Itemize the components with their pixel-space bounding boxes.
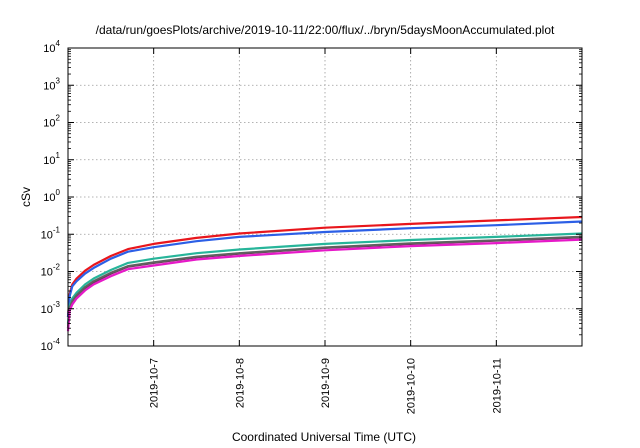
x-tick-label: 2019-10-10 bbox=[406, 358, 418, 414]
svg-text:102: 102 bbox=[43, 114, 60, 130]
y-tick-label: 100 bbox=[43, 188, 60, 204]
y-tick-label: 10-1 bbox=[41, 225, 61, 241]
x-tick-label: 2019-10-7 bbox=[149, 358, 161, 408]
series-line-6 bbox=[66, 238, 583, 332]
x-tick-label: 2019-10-11 bbox=[491, 358, 503, 413]
y-tick-exponent: 2 bbox=[56, 114, 61, 123]
y-tick-label: 10-3 bbox=[41, 300, 61, 316]
y-tick-exponent: 3 bbox=[56, 76, 61, 85]
y-tick-base: 10 bbox=[43, 43, 55, 55]
svg-text:10-1: 10-1 bbox=[41, 225, 61, 241]
y-tick-label: 101 bbox=[43, 151, 60, 167]
x-tick-label: 2019-10-8 bbox=[234, 358, 246, 408]
y-tick-exponent: 1 bbox=[56, 151, 61, 160]
chart-title: /data/run/goesPlots/archive/2019-10-11/2… bbox=[96, 23, 555, 37]
grid bbox=[68, 48, 582, 346]
y-tick-base: 10 bbox=[43, 118, 55, 130]
x-tick-label: 2019-10-9 bbox=[320, 358, 332, 408]
x-axis-ticks: 2019-10-7 2019-10-8 2019-10-9 2019-10-10 201… bbox=[149, 48, 503, 414]
svg-text:10-3: 10-3 bbox=[41, 300, 61, 316]
svg-text:10-2: 10-2 bbox=[41, 263, 61, 279]
y-tick-base: 10 bbox=[43, 80, 55, 92]
y-tick-base: 10 bbox=[43, 155, 55, 167]
y-tick-exponent: -4 bbox=[53, 337, 61, 346]
y-tick-base: 10 bbox=[41, 341, 53, 353]
y-tick-base: 10 bbox=[43, 192, 55, 204]
svg-text:101: 101 bbox=[43, 151, 60, 167]
y-tick-exponent: -2 bbox=[53, 263, 61, 272]
series-line-5 bbox=[66, 235, 583, 329]
y-tick-label: 103 bbox=[43, 76, 60, 92]
svg-text:103: 103 bbox=[43, 76, 60, 92]
y-tick-exponent: -1 bbox=[53, 225, 61, 234]
y-tick-exponent: 0 bbox=[56, 188, 61, 197]
svg-text:100: 100 bbox=[43, 188, 60, 204]
y-tick-base: 10 bbox=[41, 304, 53, 316]
y-tick-exponent: -3 bbox=[53, 300, 61, 309]
series-layer bbox=[66, 215, 583, 332]
x-axis-label: Coordinated Universal Time (UTC) bbox=[232, 430, 416, 444]
series-line-2 bbox=[66, 220, 583, 318]
series-line-1 bbox=[66, 215, 583, 318]
y-tick-label: 102 bbox=[43, 114, 60, 130]
y-tick-label: 104 bbox=[43, 39, 60, 55]
series-line-3 bbox=[66, 232, 583, 324]
y-tick-label: 10-2 bbox=[41, 263, 61, 279]
y-tick-base: 10 bbox=[41, 229, 53, 241]
y-axis-label: cSv bbox=[19, 187, 33, 207]
svg-text:10-4: 10-4 bbox=[41, 337, 61, 353]
y-tick-base: 10 bbox=[41, 267, 53, 279]
svg-text:104: 104 bbox=[43, 39, 60, 55]
y-tick-label: 10-4 bbox=[41, 337, 61, 353]
y-tick-exponent: 4 bbox=[56, 39, 61, 48]
